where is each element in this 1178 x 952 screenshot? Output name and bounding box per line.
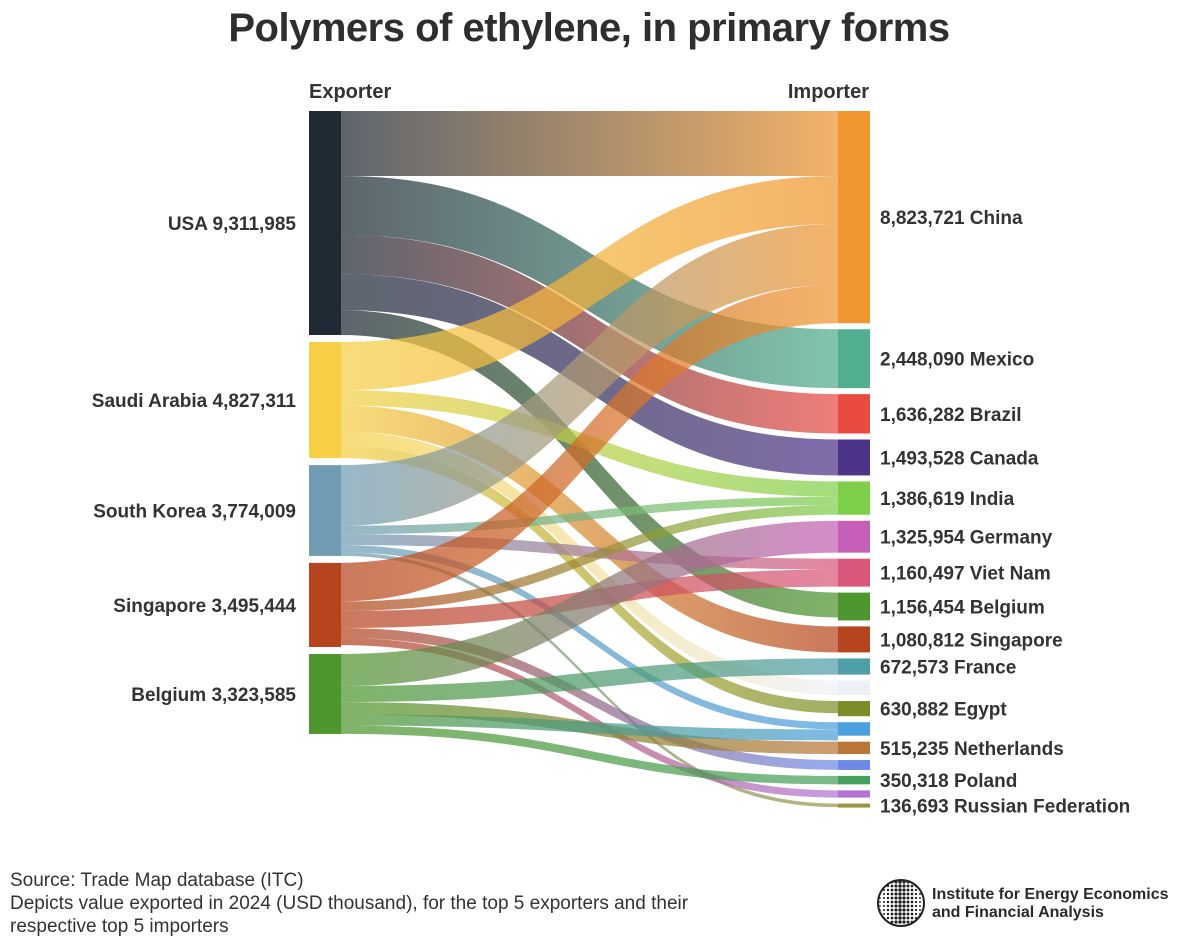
exporter-node-belgium: [309, 653, 341, 734]
importer-label-netherlands: 515,235 Netherlands: [880, 739, 1064, 760]
flow-south-korea-to-india: [341, 496, 838, 535]
flow-usa-to-china: [341, 111, 838, 176]
importer-label-china: 8,823,721 China: [880, 208, 1023, 229]
importer-node-singapore: [838, 626, 870, 653]
flow-saudi-arabia-to-egypt: [341, 445, 838, 714]
importer-node-china: [838, 111, 870, 324]
flow-singapore-to-india: [341, 505, 838, 611]
importer-node-russian-federation: [838, 803, 870, 808]
ieefa-logo: Institute for Energy Economics and Finan…: [876, 878, 1176, 928]
sankey-nodes: [309, 111, 870, 808]
footer-notes: Source: Trade Map database (ITC) Depicts…: [10, 869, 688, 938]
importer-node-viet-nam: [838, 558, 870, 587]
importer-label-india: 1,386,619 India: [880, 489, 1015, 510]
exporter-label-singapore: Singapore 3,495,444: [113, 596, 296, 617]
exporter-node-saudi-arabia: [309, 342, 341, 459]
flow-usa-to-brazil: [341, 234, 838, 434]
flow-saudi-arabia-to-singapore: [341, 405, 838, 653]
exporter-column-header: Exporter: [309, 81, 392, 103]
importer-node-mexico: [838, 329, 870, 389]
importer-column-header: Importer: [787, 81, 869, 103]
importer-node-hong-kong: [838, 722, 870, 736]
logo-line-2: and Financial Analysis: [932, 904, 1104, 921]
flow-singapore-to-malaysia: [341, 628, 838, 770]
flow-singapore-to-china: [341, 284, 838, 602]
importer-label-poland: 350,318 Poland: [880, 771, 1017, 792]
importer-node-india: [838, 481, 870, 515]
importer-node-poland: [838, 775, 870, 785]
importer-label-viet-nam: 1,160,497 Viet Nam: [880, 564, 1051, 585]
flow-belgium-to-germany: [341, 520, 838, 686]
importer-node-belgium: [838, 592, 870, 621]
exporter-label-belgium: Belgium 3,323,585: [131, 685, 296, 706]
flow-saudi-arabia-to-taiwan: [341, 431, 838, 696]
description-note-line1: Depicts value exported in 2024 (USD thou…: [10, 893, 689, 914]
exporter-node-usa: [309, 111, 341, 335]
importer-node-taiwan: [838, 680, 870, 696]
importer-label-egypt: 630,882 Egypt: [880, 700, 1007, 721]
importer-node-malaysia: [838, 760, 870, 770]
importer-label-canada: 1,493,528 Canada: [880, 448, 1039, 469]
flow-south-korea-to-hong-kong: [341, 545, 838, 730]
flow-belgium-to-hong-kong: [341, 714, 838, 741]
globe-icon: [877, 879, 925, 927]
flow-singapore-to-turkey: [341, 637, 838, 798]
importer-node-canada: [838, 439, 870, 476]
source-note: Source: Trade Map database (ITC): [10, 870, 304, 891]
importer-label-germany: 1,325,954 Germany: [880, 528, 1053, 549]
importer-label-belgium: 1,156,454 Belgium: [880, 598, 1045, 619]
sankey-labels: USA 9,311,985 Saudi Arabia 4,827,311 South…: [92, 208, 1130, 817]
flow-south-korea-to-china: [341, 224, 838, 526]
exporter-label-usa: USA 9,311,985: [168, 214, 297, 235]
description-note-line2: respective top 5 importers: [10, 916, 229, 937]
importer-node-turkey: [838, 790, 870, 798]
sankey-links: [341, 111, 838, 808]
importer-node-netherlands: [838, 741, 870, 755]
importer-node-egypt: [838, 701, 870, 717]
exporter-label-south-korea: South Korea 3,774,009: [93, 502, 296, 523]
logo-text: Institute for Energy Economics and Finan…: [932, 886, 1168, 922]
importer-label-brazil: 1,636,282 Brazil: [880, 405, 1022, 426]
importer-node-brazil: [838, 394, 870, 434]
exporter-node-south-korea: [309, 465, 341, 556]
importer-label-mexico: 2,448,090 Mexico: [880, 350, 1034, 371]
page-title: Polymers of ethylene, in primary forms: [228, 6, 950, 50]
importer-label-singapore: 1,080,812 Singapore: [880, 630, 1063, 651]
importer-node-france: [838, 658, 870, 675]
flow-usa-to-belgium: [341, 310, 838, 618]
importer-node-germany: [838, 520, 870, 553]
exporter-label-saudi-arabia: Saudi Arabia 4,827,311: [92, 391, 297, 412]
flow-belgium-to-poland: [341, 725, 838, 785]
importer-label-russian-federation: 136,693 Russian Federation: [880, 797, 1130, 818]
flow-belgium-to-france: [341, 658, 838, 703]
importer-label-france: 672,573 France: [880, 658, 1016, 679]
flow-saudi-arabia-to-china: [341, 175, 838, 391]
exporter-node-singapore: [309, 562, 341, 647]
logo-line-1: Institute for Energy Economics: [932, 886, 1169, 903]
